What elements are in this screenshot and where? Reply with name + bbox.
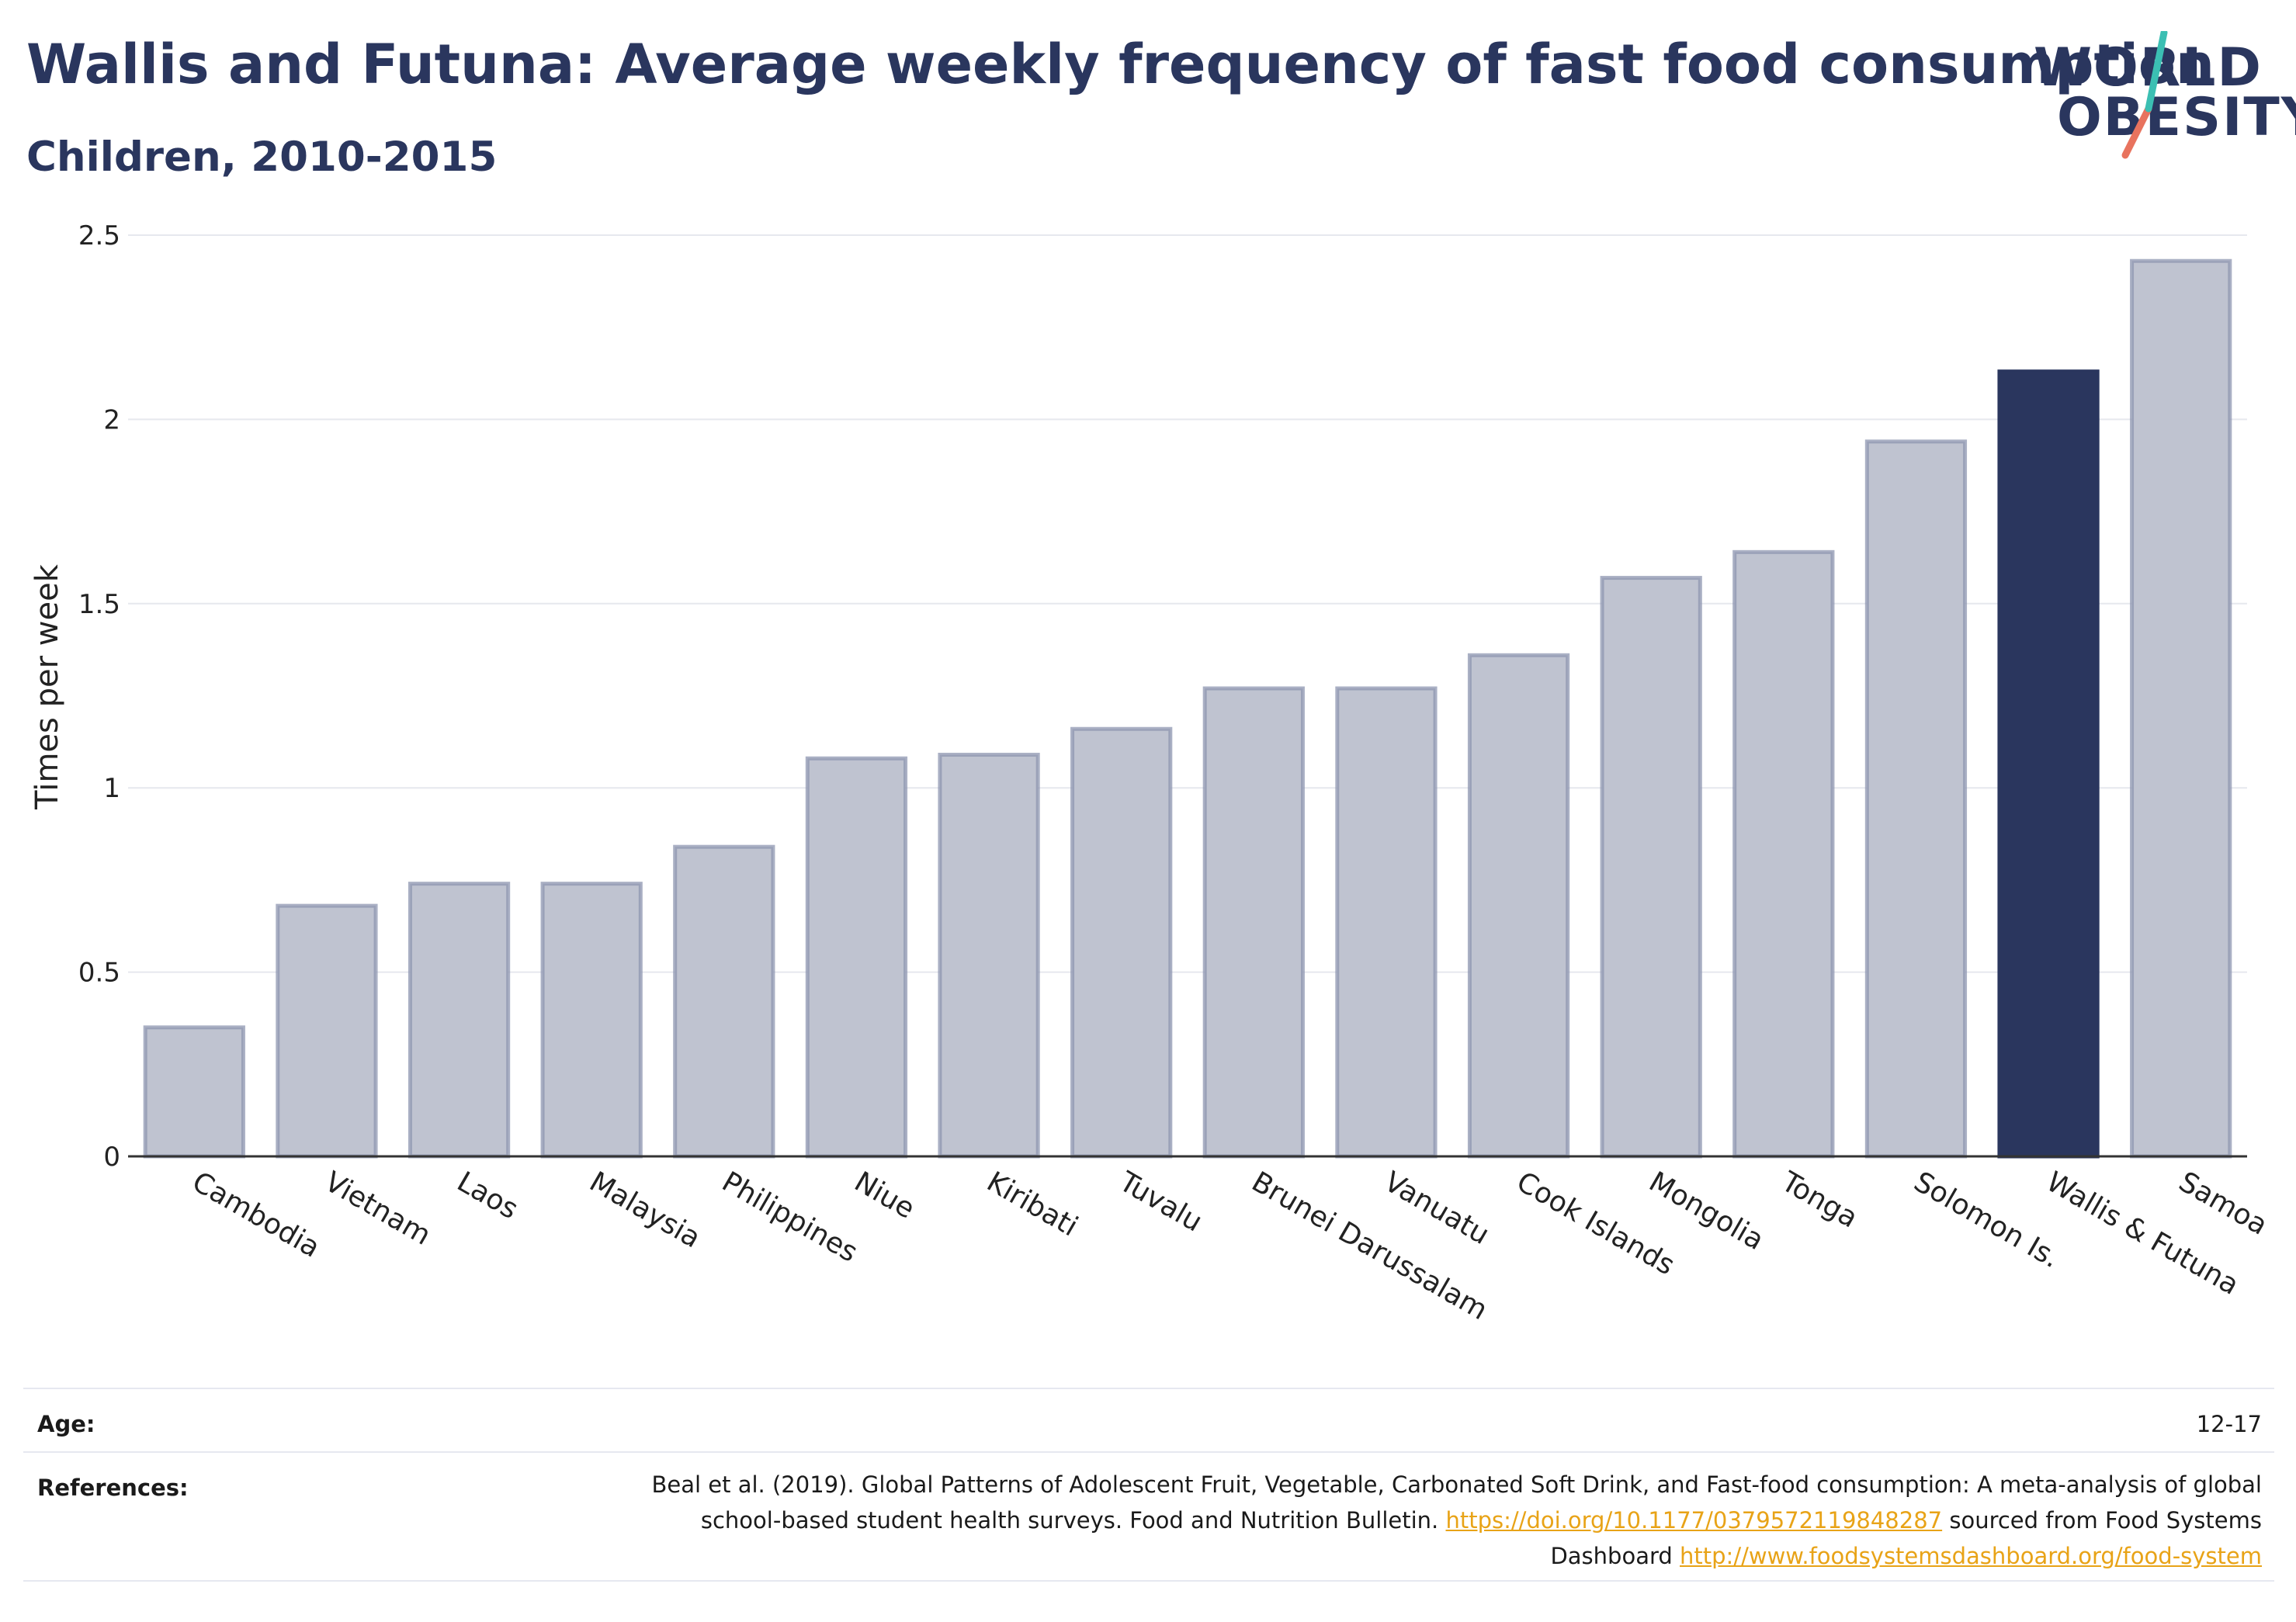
reference-source: sourced from Food Systems Dashboard [1550,1507,2262,1569]
x-category-label: Samoa [2173,1166,2273,1242]
bar-tonga [1732,549,1835,1159]
bar-laos [408,882,511,1159]
y-axis-title: Times per week [29,563,65,810]
bar-philippines [673,844,775,1159]
y-tick-label: 0 [103,1142,120,1173]
x-category-label: Tuvalu [1113,1166,1207,1239]
bar-mongolia [1600,576,1702,1159]
bar-malaysia [540,882,643,1159]
bar-brunei-darussalam [1202,686,1305,1159]
doi-link[interactable]: https://doi.org/10.1177/0379572119848287 [1445,1507,1943,1534]
chart-title: Wallis and Futuna: Average weekly freque… [26,33,2214,96]
world-obesity-logo: WORLD OBESITY [2034,31,2296,171]
age-label: Age: [37,1411,95,1437]
logo-word-world: WORLD [2034,37,2263,99]
bar-tuvalu [1070,726,1173,1159]
chart-subtitle: Children, 2010-2015 [26,133,498,181]
x-category-label: Vietnam [319,1166,435,1252]
reference-citation: Beal et al. (2019). Global Patterns of A… [651,1471,2262,1534]
bar-solomon-is- [1864,439,1968,1159]
bar-kiribati [938,752,1040,1159]
x-category-label: Solomon Is. [1909,1166,2065,1274]
bar-vanuatu [1335,686,1438,1159]
age-value: 12-17 [2196,1411,2262,1437]
y-tick-label: 0.5 [78,958,120,989]
bar-cambodia [143,1025,245,1159]
x-category-label: Laos [452,1166,523,1225]
y-tick-label: 2.5 [78,220,120,251]
x-category-label: Vanuatu [1379,1166,1494,1251]
x-category-label: Philippines [716,1166,862,1268]
bar-cook-islands [1467,653,1570,1159]
logo-word-obesity: OBESITY [2057,87,2296,148]
y-tick-label: 1.5 [78,589,120,620]
x-category-label: Kiribati [981,1166,1083,1242]
x-category-label: Malaysia [584,1166,706,1254]
bar-wallis-futuna [1997,369,2100,1159]
x-category-label: Cambodia [187,1166,325,1264]
references-label: References: [37,1475,189,1501]
bar-samoa [2130,258,2232,1159]
footer-divider [23,1580,2274,1582]
x-category-label: Niue [849,1166,920,1225]
x-category-label: Tonga [1775,1166,1863,1235]
logo-slash-icon [2121,31,2168,159]
bar-niue [805,756,908,1159]
y-tick-label: 1 [103,773,120,804]
x-category-label: Brunei Darussalam [1247,1166,1493,1326]
x-category-label: Mongolia [1644,1166,1770,1256]
footer-divider [23,1388,2274,1389]
bar-vietnam [276,903,378,1159]
y-tick-label: 2 [103,404,120,435]
references-text: Beal et al. (2019). Global Patterns of A… [632,1467,2262,1574]
footer-divider [23,1451,2274,1453]
dashboard-link[interactable]: http://www.foodsystemsdashboard.org/food… [1680,1543,2262,1569]
